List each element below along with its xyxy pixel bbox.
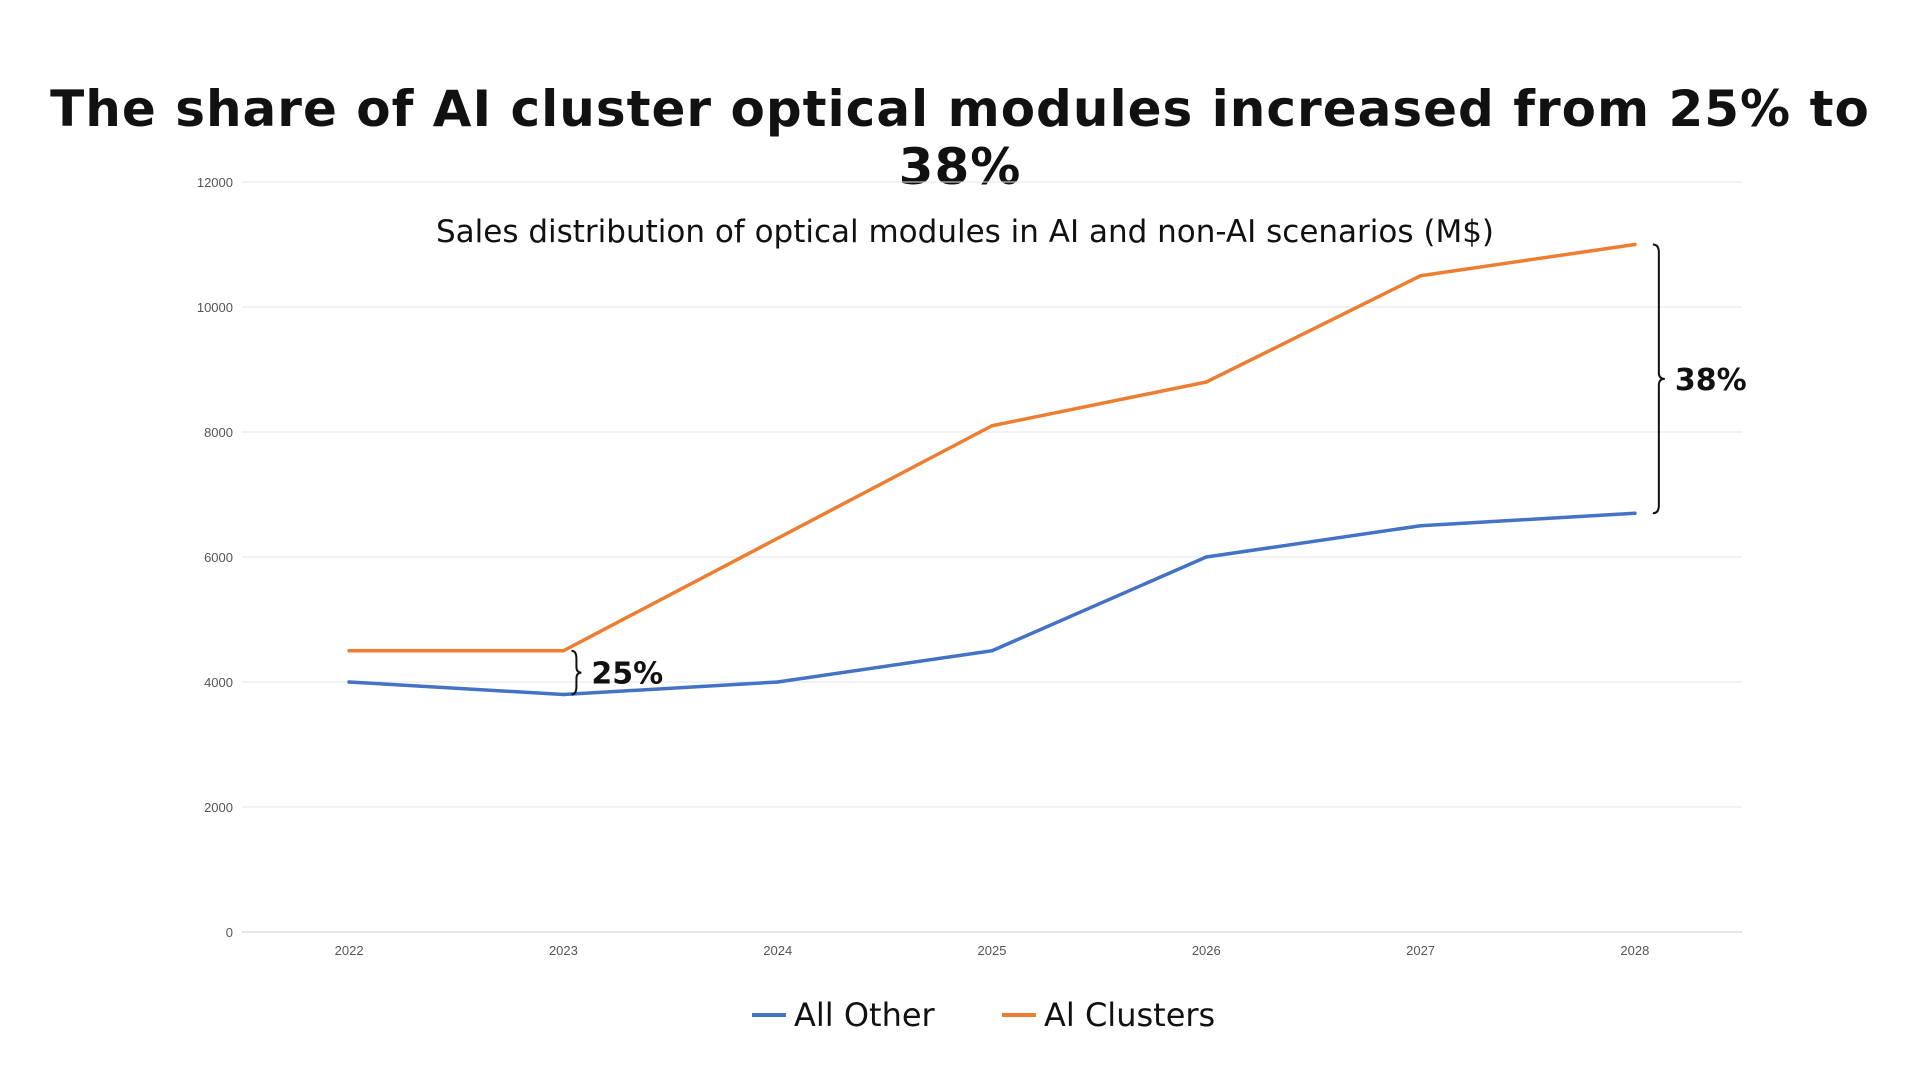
data-point: [1204, 380, 1209, 384]
data-point: [1418, 273, 1423, 278]
x-tick-label: 2023: [549, 943, 578, 958]
y-axis: 0 2000 4000 6000 8000 10000 12000: [197, 175, 233, 940]
x-tick-label: 2025: [978, 943, 1007, 958]
series-line-1: [347, 242, 1637, 653]
data-point: [561, 648, 566, 653]
data-point: [1633, 511, 1637, 516]
data-point: [1204, 555, 1209, 559]
data-point: [990, 648, 994, 653]
y-tick-label: 4000: [204, 675, 233, 690]
y-tick-label: 0: [226, 925, 233, 940]
legend-label: Al Clusters: [1044, 996, 1215, 1034]
chart-subtitle: Sales distribution of optical modules in…: [436, 214, 1494, 250]
annotation-brace: [571, 649, 582, 696]
data-point: [775, 536, 780, 541]
data-point: [775, 680, 780, 684]
annotation-label: 38%: [1675, 363, 1747, 398]
y-tick-label: 6000: [204, 550, 233, 565]
legend-label: All Other: [794, 996, 936, 1034]
x-axis: 2022 2023 2024 2025 2026 2027 2028: [335, 943, 1650, 958]
series-line-0: [347, 511, 1637, 697]
y-tick-label: 8000: [204, 425, 233, 440]
data-point: [990, 423, 994, 428]
legend: All Other Al Clusters: [752, 996, 1215, 1034]
x-tick-label: 2027: [1406, 943, 1435, 958]
chart-title: The share of AI cluster optical modules …: [50, 80, 1870, 196]
data-point: [561, 692, 566, 697]
annotations: 25% 38%: [571, 243, 1747, 696]
data-point: [347, 680, 351, 684]
grid-lines: [242, 181, 1742, 933]
y-tick-label: 2000: [204, 800, 233, 815]
y-tick-label: 10000: [197, 300, 233, 315]
annotation-label: 25%: [591, 657, 663, 692]
data-point: [1418, 523, 1423, 528]
x-tick-label: 2024: [763, 943, 792, 958]
annotation-brace: [1652, 243, 1665, 515]
y-tick-label: 12000: [197, 175, 233, 190]
x-tick-label: 2026: [1192, 943, 1221, 958]
x-tick-label: 2022: [335, 943, 364, 958]
data-point: [1633, 242, 1637, 247]
data-point: [347, 648, 351, 653]
series-lines: [347, 242, 1637, 697]
x-tick-label: 2028: [1620, 943, 1649, 958]
